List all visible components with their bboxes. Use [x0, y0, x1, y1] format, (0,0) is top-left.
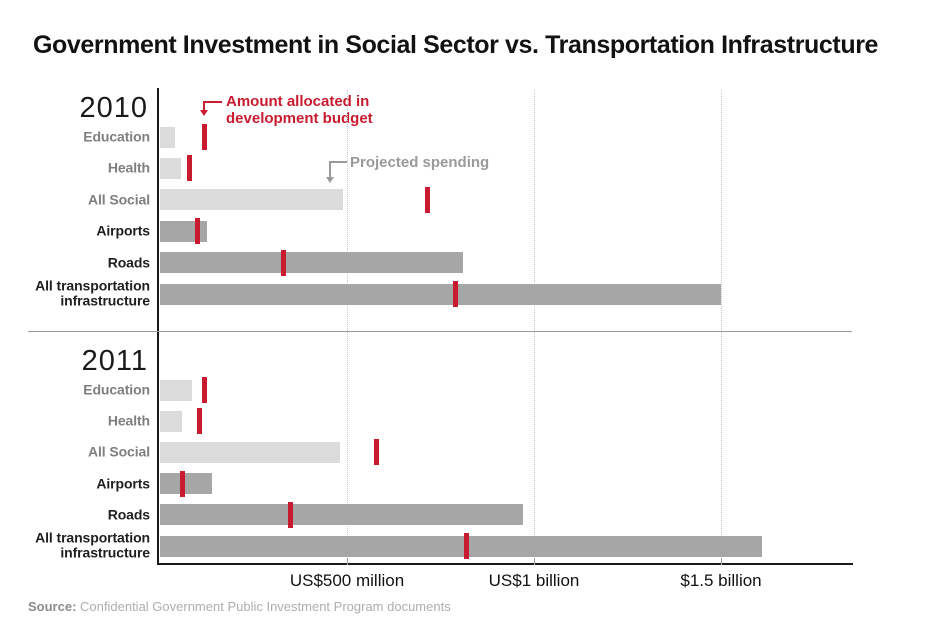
- panel-divider: [28, 331, 852, 332]
- axis-tick: [347, 558, 348, 564]
- gridline: [721, 90, 722, 565]
- gridline: [347, 90, 348, 565]
- axis-tick-label: US$1 billion: [488, 571, 580, 590]
- projected-spending-bar: [160, 126, 175, 148]
- legend-allocated-line1: Amount allocated in: [226, 93, 370, 110]
- allocated-budget-tick: [202, 377, 208, 403]
- allocated-arrow-down-icon: [200, 110, 208, 116]
- projected-spending-bar: [160, 410, 183, 432]
- row-label: Airports: [96, 222, 150, 239]
- projected-spending-bar: [160, 535, 763, 557]
- projected-spending-bar: [160, 189, 344, 211]
- source-text-value: Confidential Government Public Investmen…: [80, 599, 451, 614]
- row-label: Roads: [107, 253, 150, 270]
- projected-spending-bar: [160, 157, 181, 179]
- row-label: All Social: [87, 443, 150, 460]
- row-label: Health: [107, 412, 150, 429]
- allocated-budget-tick: [280, 249, 286, 276]
- row-label: All transportation infrastructure: [35, 529, 150, 561]
- row-label: Education: [83, 381, 150, 398]
- allocated-budget-tick: [194, 218, 200, 245]
- projected-spending-bar: [160, 252, 463, 274]
- row-label: All transportation infrastructure: [35, 277, 150, 309]
- projected-arrow-down-icon: [326, 177, 334, 183]
- allocated-budget-tick: [464, 533, 470, 559]
- allocated-arrow-line: [203, 101, 205, 110]
- projected-spending-bar: [160, 379, 192, 401]
- axis-tick: [534, 558, 535, 564]
- allocated-budget-tick: [452, 281, 458, 307]
- x-axis-line: [157, 563, 853, 565]
- allocated-budget-tick: [179, 470, 185, 497]
- year-label-2010: 2010: [79, 92, 148, 124]
- row-label: Roads: [107, 506, 150, 523]
- allocated-budget-tick: [187, 155, 193, 182]
- source-text: Confidential Government Public Investmen…: [80, 599, 451, 614]
- source-prefix: Source:: [28, 599, 77, 614]
- projected-spending-bar: [160, 504, 523, 526]
- allocated-budget-tick: [288, 501, 294, 528]
- projected-spending-bar: [160, 473, 213, 495]
- legend-allocated-line2: development budget: [226, 109, 373, 127]
- chart-title: Government Investment in Social Sector v…: [33, 31, 879, 59]
- allocated-budget-tick: [374, 439, 380, 466]
- row-label: All Social: [87, 191, 150, 208]
- allocated-budget-tick: [424, 186, 430, 213]
- projected-arrow-line: [329, 161, 331, 177]
- axis-tick-label: $1.5 billion: [680, 571, 762, 590]
- allocated-budget-tick: [201, 124, 207, 150]
- source-line: Source: Confidential Government Public I…: [28, 599, 451, 614]
- year-label-2011: 2011: [81, 345, 148, 377]
- row-label: Health: [107, 159, 150, 176]
- gridline: [534, 90, 535, 565]
- projected-spending-bar: [160, 283, 721, 305]
- y-axis-line: [157, 88, 159, 565]
- legend-projected-label: Projected spending: [350, 154, 490, 171]
- axis-tick-label: US$500 million: [289, 571, 405, 590]
- legend-allocated-label: Amount allocated in development budget: [226, 93, 406, 127]
- projected-spending-bar: [160, 441, 340, 463]
- allocated-budget-tick: [196, 408, 202, 435]
- row-label: Education: [83, 128, 150, 145]
- axis-tick: [721, 558, 722, 564]
- row-label: Airports: [96, 474, 150, 491]
- allocated-arrow-line: [203, 101, 222, 103]
- projected-arrow-line: [329, 161, 347, 163]
